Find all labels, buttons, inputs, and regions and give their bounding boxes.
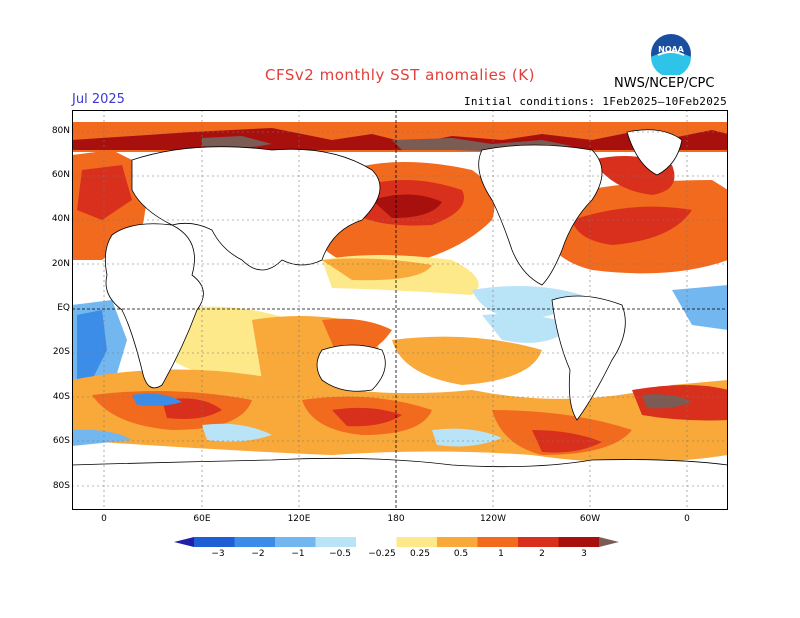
svg-text:NOAA: NOAA (658, 45, 684, 54)
colorbar-cell (477, 537, 518, 547)
anomaly-arctic-max (202, 136, 572, 152)
lon-label: 0 (684, 514, 690, 524)
colorbar-label: −3 (211, 549, 225, 559)
land-europe-asia (131, 146, 381, 271)
colorbar-cell (396, 537, 437, 547)
forecast-month: Jul 2025 (72, 92, 125, 107)
colorbar-label: 2 (539, 549, 545, 559)
colorbar-label: 0.25 (409, 549, 431, 559)
colorbar-label: 3 (581, 549, 587, 559)
lat-label: 60N (51, 170, 70, 180)
land-antarctica (72, 457, 728, 510)
colorbar-cell (437, 537, 478, 547)
colorbar-label: 0.5 (453, 549, 469, 559)
lat-label: 20N (51, 259, 70, 269)
lon-label: 60W (579, 514, 601, 524)
colorbar-cell (558, 537, 599, 547)
lon-label: 0 (101, 514, 107, 524)
sst-anomaly-map (72, 110, 728, 510)
colorbar-cell (315, 537, 356, 547)
land-north-america (478, 144, 603, 286)
anomaly-n-pacific-max (372, 194, 442, 218)
lon-label: 120E (287, 514, 311, 524)
lat-label: EQ (57, 303, 70, 313)
noaa-logo: NOAA (651, 34, 691, 75)
land-australia (316, 344, 386, 392)
lat-label: 60S (52, 436, 70, 446)
lon-label: 120W (479, 514, 507, 524)
lat-label: 80N (51, 126, 70, 136)
initial-conditions: Initial conditions: 1Feb2025–10Feb2025 (463, 95, 727, 108)
lat-label: 80S (52, 481, 70, 491)
colorbar-arrow-high (599, 537, 619, 547)
lon-label: 60E (193, 514, 211, 524)
lat-label: 40N (51, 214, 70, 224)
colorbar-cell (518, 537, 559, 547)
colorbar-label: −0.25 (368, 549, 396, 559)
colorbar-label: −0.5 (329, 549, 351, 559)
land-greenland (626, 129, 683, 176)
org-label: NWS/NCEP/CPC (614, 76, 715, 91)
colorbar-cell (356, 537, 397, 547)
chart-title: CFSv2 monthly SST anomalies (K) (265, 66, 535, 84)
lon-label: 180 (387, 514, 405, 524)
colorbar (174, 537, 619, 547)
colorbar-label: 1 (498, 549, 504, 559)
colorbar-cell (234, 537, 275, 547)
lat-label: 20S (52, 347, 70, 357)
colorbar-arrow-low (174, 537, 194, 547)
land-africa (104, 223, 204, 389)
lat-label: 40S (52, 392, 70, 402)
land-south-america (551, 295, 626, 421)
colorbar-cell (194, 537, 235, 547)
colorbar-label: −1 (291, 549, 305, 559)
colorbar-label: −2 (251, 549, 265, 559)
colorbar-cell (275, 537, 316, 547)
